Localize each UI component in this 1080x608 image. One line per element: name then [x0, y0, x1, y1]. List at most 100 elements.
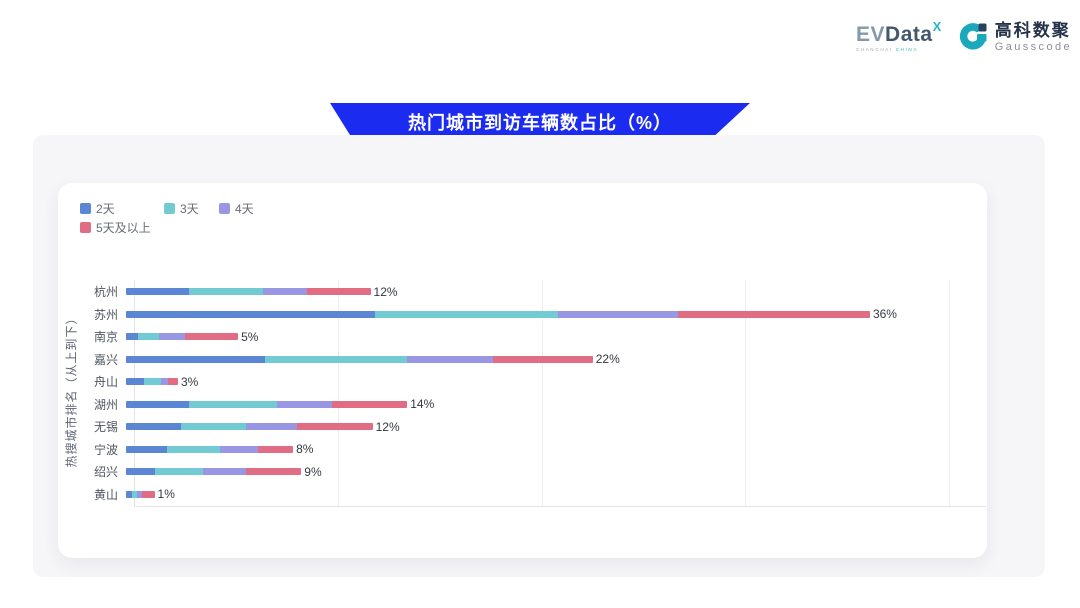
bar-row: 湖州 14%	[58, 393, 987, 416]
bar-row: 黄山 1%	[58, 483, 987, 506]
legend-item[interactable]: 4天	[219, 199, 319, 218]
bar-row: 绍兴 9%	[58, 460, 987, 483]
bar-row: 苏州 36%	[58, 303, 987, 326]
legend-swatch	[164, 203, 175, 214]
bar-segment	[219, 445, 259, 453]
legend: 2天 3天 4天 5天及以上	[80, 199, 340, 237]
gridline	[337, 280, 339, 506]
bar-segment	[132, 490, 138, 498]
bar-total-label: 1%	[157, 487, 175, 501]
evdata-subtext: SHANGHAI CHINA	[856, 47, 918, 52]
legend-swatch	[80, 203, 91, 214]
gridline	[541, 280, 543, 506]
category-label: 杭州	[93, 285, 118, 299]
bar-segment	[126, 400, 190, 408]
bar-row: 无锡 12%	[58, 415, 987, 438]
evdata-x-mark: X	[932, 19, 942, 34]
evdata-wordmark: EVDataX	[856, 19, 942, 46]
stacked-bar	[126, 490, 155, 498]
bar-segment	[276, 400, 332, 408]
chart: 热搜城市排名（从上到下） 杭州 12% 苏州 36% 南京 5% 嘉兴 22% 舟山 3% 湖州 14…	[58, 183, 987, 558]
bar-segment	[246, 468, 302, 475]
bar-segment	[126, 288, 190, 295]
evdata-logo: EVDataX SHANGHAI CHINA	[856, 20, 942, 52]
legend-label: 2天	[96, 202, 115, 216]
bar-segment	[126, 490, 133, 498]
bar-row: 舟山 3%	[58, 370, 987, 393]
legend-item[interactable]: 5天及以上	[80, 218, 200, 237]
gausscode-text: 高科数聚 Gausscode	[995, 21, 1072, 53]
bar-segment	[126, 445, 167, 453]
gausscode-g-icon	[959, 23, 987, 50]
stacked-bar	[126, 468, 302, 475]
category-label: 宁波	[93, 442, 118, 457]
bar-segment	[154, 468, 204, 475]
bar-segment	[246, 423, 298, 430]
stacked-bar	[126, 378, 178, 385]
legend-label: 3天	[180, 202, 199, 216]
bar-segment	[158, 333, 186, 340]
legend-item[interactable]: 3天	[164, 199, 219, 218]
bar-total-label: 9%	[304, 464, 322, 479]
bar-segment	[126, 355, 265, 363]
legend-swatch	[80, 222, 91, 233]
header-logos: EVDataX SHANGHAI CHINA 高科数聚 Gausscode	[856, 20, 1072, 54]
bar-segment	[264, 355, 408, 363]
bar-total-label: 12%	[373, 284, 398, 299]
gridline	[949, 280, 951, 506]
bar-segment	[166, 445, 220, 453]
stacked-bar	[126, 355, 593, 363]
bar-total-label: 14%	[410, 397, 435, 411]
bar-segment	[144, 378, 161, 385]
bar-segment	[189, 400, 277, 408]
bar-segment	[167, 378, 178, 385]
bar-total-label: 12%	[375, 419, 400, 434]
title-banner: 热门城市到访车辆数占比（%）	[330, 103, 750, 140]
bar-segment	[203, 468, 247, 475]
bar-segment	[258, 445, 294, 453]
bar-segment	[126, 333, 139, 340]
gridline	[745, 280, 747, 506]
gausscode-cn: 高科数聚	[994, 21, 1071, 41]
legend-swatch	[219, 203, 230, 214]
bar-segment	[181, 423, 247, 430]
bar-row: 南京 5%	[58, 325, 987, 348]
bar-segment	[137, 490, 143, 498]
gausscode-logo: 高科数聚 Gausscode	[956, 20, 1072, 54]
gridlines	[134, 280, 986, 506]
category-label: 苏州	[93, 307, 118, 322]
bar-segment	[142, 490, 155, 498]
stacked-bar	[126, 423, 373, 430]
page-title: 热门城市到访车辆数占比（%）	[407, 112, 672, 133]
bar-segment	[126, 423, 182, 430]
legend-item[interactable]: 2天	[80, 199, 164, 218]
bar-segment	[374, 310, 559, 318]
y-axis-line	[134, 280, 135, 506]
bar-segment	[492, 355, 593, 363]
bar-row: 宁波 8%	[58, 438, 987, 461]
stacked-bar	[126, 288, 371, 295]
bar-row: 嘉兴 22%	[58, 348, 987, 371]
gausscode-en: Gausscode	[994, 40, 1072, 53]
legend-label: 5天及以上	[96, 221, 151, 235]
category-label: 黄山	[93, 487, 118, 502]
bar-segment	[407, 355, 493, 363]
stacked-bar	[126, 400, 408, 408]
stacked-bar	[126, 310, 870, 318]
category-label: 湖州	[93, 397, 118, 412]
bar-segment	[160, 378, 168, 385]
bar-segment	[297, 423, 373, 430]
category-label: 舟山	[93, 375, 118, 389]
bar-segment	[126, 468, 155, 475]
bar-segment	[262, 288, 308, 295]
stacked-bar	[126, 333, 239, 340]
bar-segment	[558, 310, 679, 318]
bar-total-label: 5%	[241, 329, 259, 344]
bar-total-label: 36%	[872, 307, 897, 321]
bar-total-label: 22%	[595, 352, 620, 366]
legend-label: 4天	[235, 202, 254, 216]
category-label: 绍兴	[93, 465, 118, 479]
bar-row: 杭州 12%	[58, 280, 987, 303]
x-axis-line	[134, 506, 986, 507]
